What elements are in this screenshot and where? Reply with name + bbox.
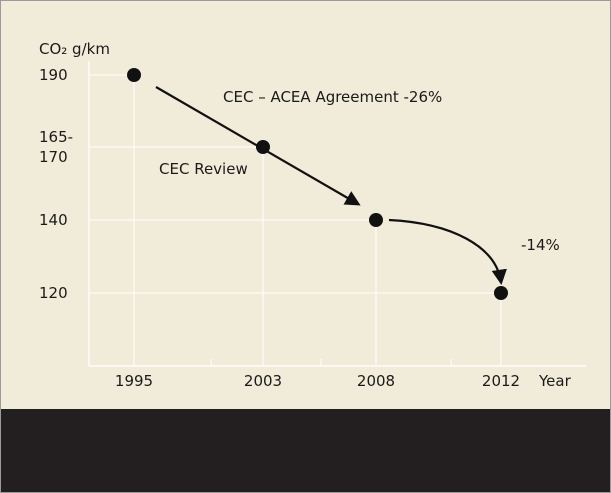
point: [256, 140, 270, 154]
arrow: [388, 218, 507, 286]
x-tick-label: 2008: [356, 372, 396, 390]
y-tick-label: 140: [39, 211, 68, 229]
point: [127, 68, 141, 82]
annotation: CEC Review: [159, 160, 248, 178]
y-axis-label: CO₂ g/km: [39, 40, 110, 58]
point: [369, 213, 383, 227]
x-tick-label: 2012: [481, 372, 521, 390]
y-tick-label: 190: [39, 66, 68, 84]
annotation: -14%: [521, 236, 560, 254]
x-tick-label: 2003: [243, 372, 283, 390]
point: [494, 286, 508, 300]
footer-band: [1, 409, 610, 492]
x-tick-label: 1995: [114, 372, 154, 390]
y-tick-label: 120: [39, 284, 68, 302]
y-tick-label: 165- 170: [39, 128, 74, 166]
annotation: CEC – ACEA Agreement -26%: [223, 88, 443, 106]
x-axis-label: Year: [539, 372, 571, 390]
